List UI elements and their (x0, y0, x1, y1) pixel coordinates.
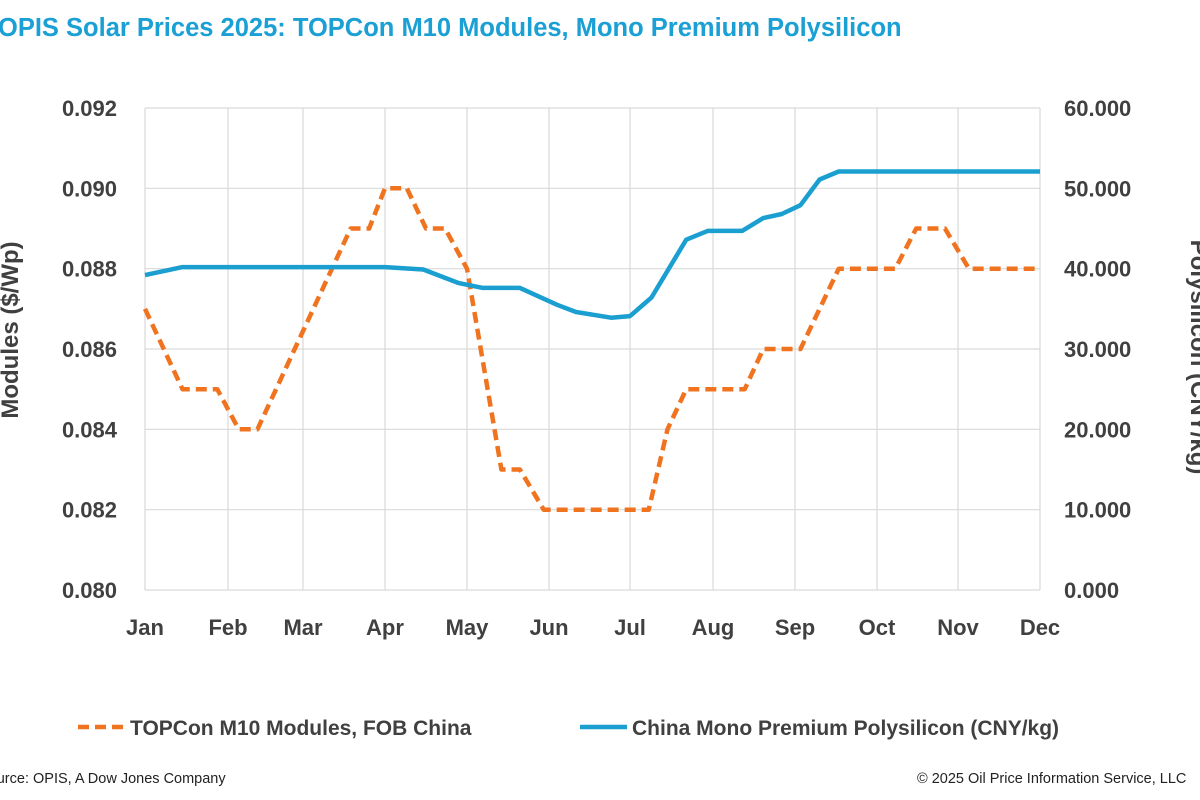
source-note: Source: OPIS, A Dow Jones Company (0, 771, 226, 787)
series-line-polysilicon (144, 169, 1040, 320)
y-tick-right: 30.000 (1064, 337, 1131, 362)
y-tick-right: 50.000 (1064, 176, 1131, 201)
y-tick-left: 0.092 (62, 96, 117, 121)
y-tick-right: 0.000 (1064, 578, 1119, 603)
y-tick-left: 0.082 (62, 498, 117, 523)
y-tick-right: 10.000 (1064, 498, 1131, 523)
y-tick-left: 0.090 (62, 176, 117, 201)
y-tick-right: 20.000 (1064, 417, 1131, 442)
x-tick: Jun (529, 615, 568, 640)
x-tick: Jul (614, 615, 646, 640)
series-line-modules (142, 186, 1040, 512)
chart-title: OPIS Solar Prices 2025: TOPCon M10 Modul… (0, 14, 902, 42)
y-tick-left: 0.084 (62, 417, 118, 442)
x-tick: Aug (692, 615, 735, 640)
copyright-note: © 2025 Oil Price Information Service, LL… (917, 771, 1187, 787)
y-tick-left: 0.088 (62, 257, 117, 282)
y-tick-right: 60.000 (1064, 96, 1131, 121)
x-tick: Dec (1020, 615, 1060, 640)
x-tick: Jan (126, 615, 164, 640)
x-tick: Sep (775, 615, 815, 640)
x-tick: Mar (283, 615, 323, 640)
x-tick: Oct (859, 615, 896, 640)
y-tick-left: 0.086 (62, 337, 117, 362)
y-axis-right-title: Polysilicon (CNY/kg) (1185, 240, 1200, 475)
y-tick-right: 40.000 (1064, 257, 1131, 282)
legend-label: China Mono Premium Polysilicon (CNY/kg) (632, 717, 1059, 740)
x-tick: Feb (208, 615, 247, 640)
x-tick: Nov (937, 615, 979, 640)
x-tick: Apr (366, 615, 404, 640)
legend-label: TOPCon M10 Modules, FOB China (130, 717, 472, 740)
x-tick: May (446, 615, 490, 640)
y-tick-left: 0.080 (62, 578, 117, 603)
y-axis-left-title: Modules ($/Wp) (0, 241, 24, 418)
